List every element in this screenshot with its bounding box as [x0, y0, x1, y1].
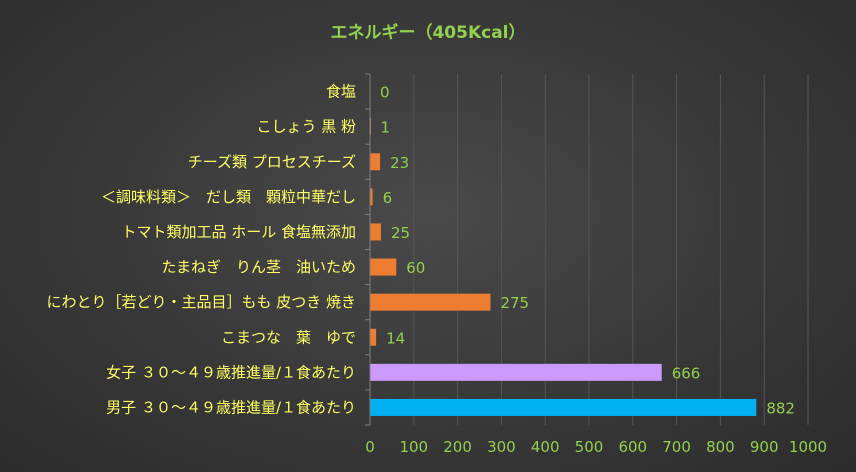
value-labels: 0 123 6 25 60 275 14 666 882 — [380, 84, 795, 418]
bar — [370, 188, 373, 206]
x-tick-label: 800 — [706, 438, 735, 456]
x-tick-label: 400 — [531, 438, 560, 456]
x-tick-label: 1000 — [789, 438, 827, 456]
category-label: トマト類加工品 ホール 食塩無添加 — [121, 223, 356, 241]
bar — [370, 223, 381, 241]
x-tick-label: 200 — [443, 438, 472, 456]
data-label: 60 — [406, 259, 425, 277]
data-label: 882 — [766, 399, 795, 417]
bar — [370, 398, 757, 416]
x-tick-label: 900 — [750, 438, 779, 456]
bar — [370, 328, 377, 346]
category-axis — [365, 73, 371, 426]
data-label: 14 — [386, 329, 405, 347]
category-label: こまつな 葉 ゆで — [221, 328, 356, 346]
x-tick-label: 0 — [365, 438, 375, 456]
x-tick-label: 300 — [487, 438, 516, 456]
data-label: 6 — [383, 189, 393, 207]
category-label: チーズ類 プロセスチーズ — [188, 153, 356, 171]
bar — [370, 153, 381, 171]
bar — [370, 363, 662, 381]
category-label: たまねぎ りん茎 油いため — [161, 258, 356, 276]
x-tick-label: 500 — [575, 438, 604, 456]
x-tick-label: 600 — [618, 438, 647, 456]
data-label: 275 — [500, 294, 529, 312]
data-label: 25 — [391, 224, 410, 242]
x-tick-label: 100 — [399, 438, 428, 456]
grid-lines — [413, 74, 809, 425]
chart-title: エネルギー（405Kcal） — [330, 22, 525, 43]
category-label: 女子 ３０～４９歳推進量/１食あたり — [106, 363, 356, 381]
bar — [370, 258, 397, 276]
category-label: 男子 ３０～４９歳推進量/１食あたり — [106, 398, 356, 416]
category-label: にわとり［若どり・主品目］もも 皮つき 焼き — [46, 293, 356, 311]
bars — [370, 118, 757, 416]
data-label: 1 — [380, 119, 390, 137]
category-label: ＜調味料類＞ だし類 顆粒中華だし — [101, 188, 356, 206]
data-label: 666 — [672, 364, 701, 382]
category-label: 食塩 — [326, 83, 356, 101]
x-tick-label: 700 — [662, 438, 691, 456]
bar — [370, 293, 491, 311]
category-label: こしょう 黒 粉 — [256, 118, 356, 136]
data-label: 0 — [380, 84, 390, 102]
data-label: 23 — [390, 154, 409, 172]
tick-labels: 0 100 200 300 400 500 600 700 800 900 1000 — [365, 438, 827, 456]
